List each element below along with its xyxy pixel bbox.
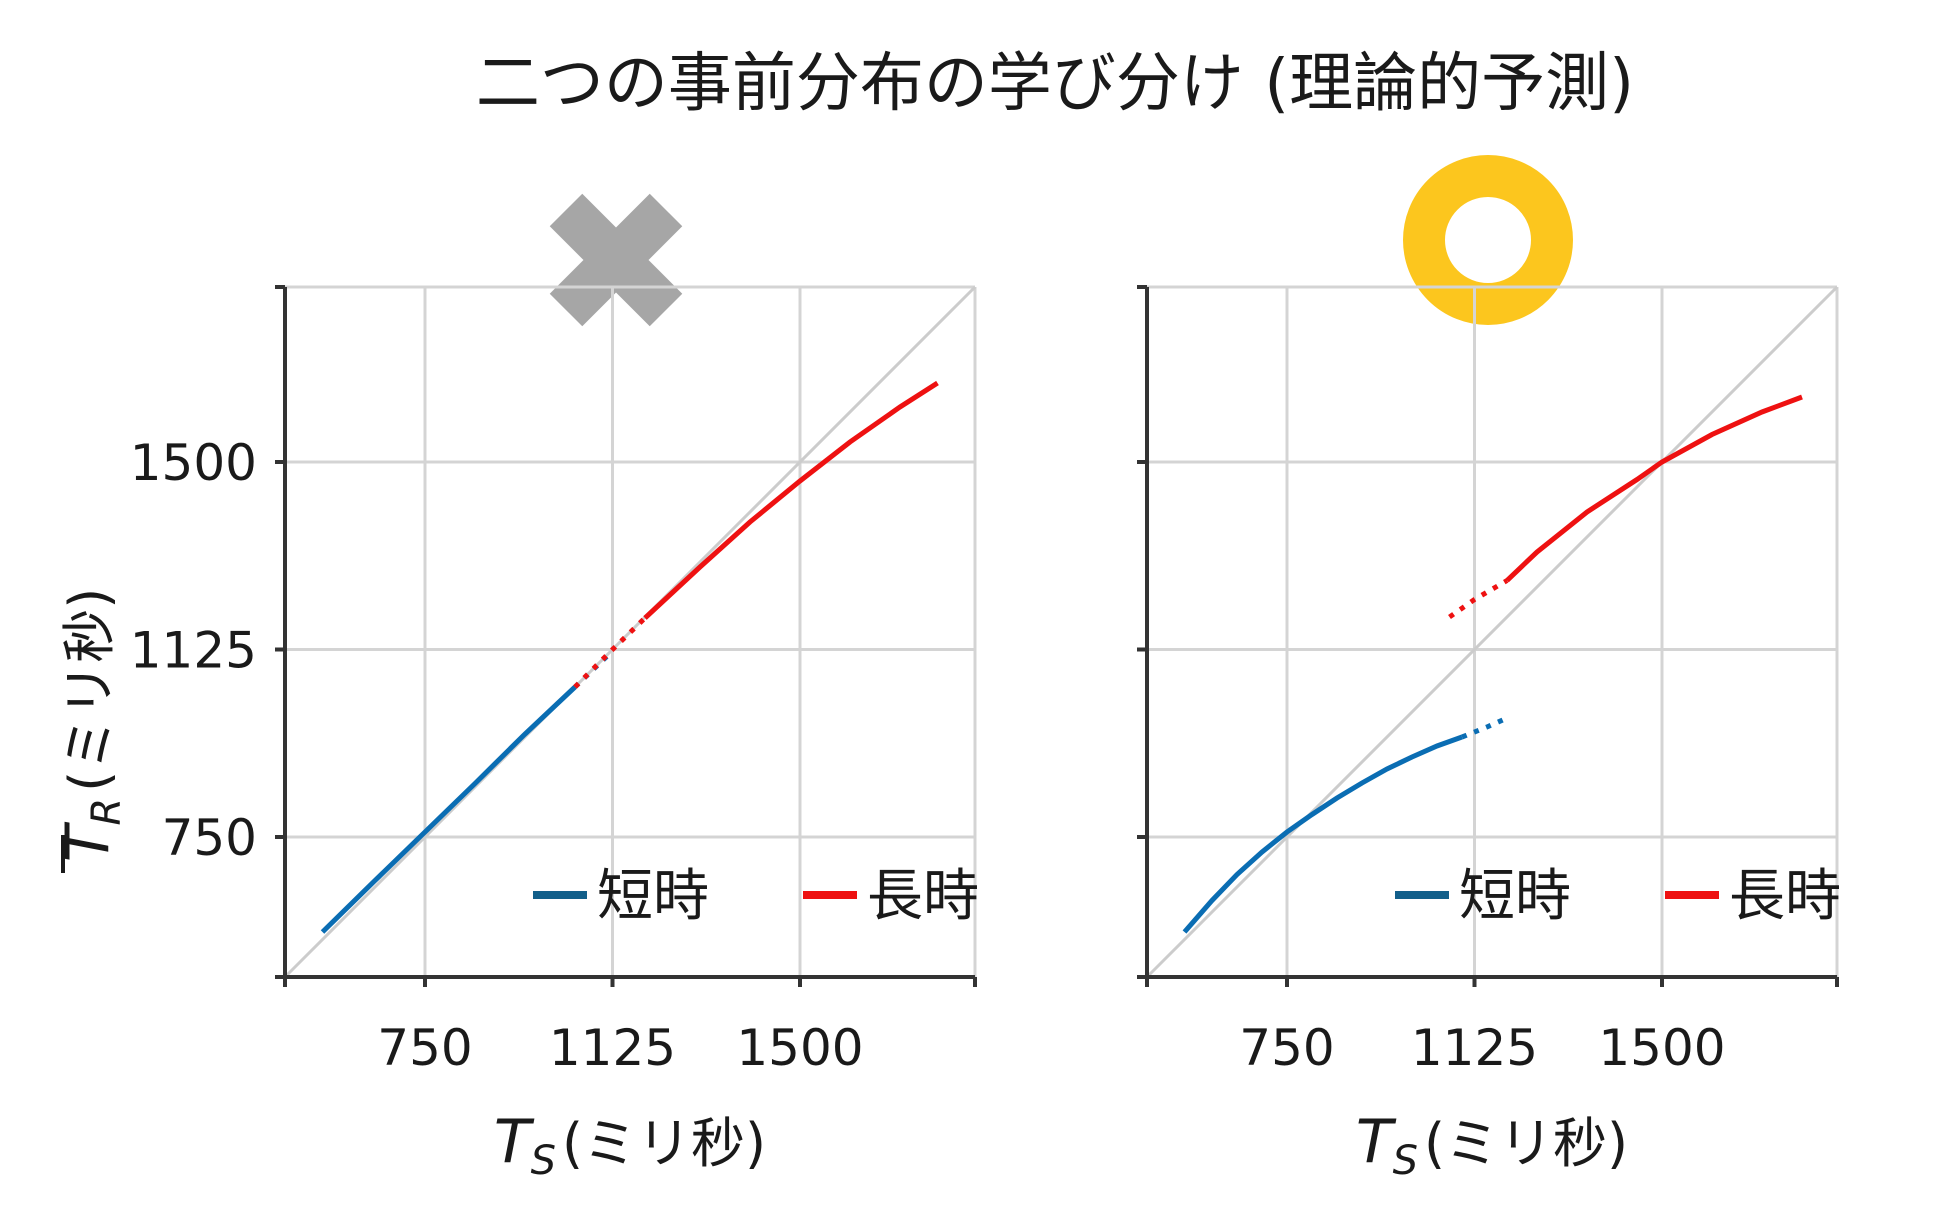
identity-line	[283, 285, 977, 979]
x-tick-label: 1500	[736, 1019, 863, 1077]
y-tick-label: 1125	[130, 622, 257, 680]
x-tick-label: 750	[377, 1019, 472, 1077]
y-axis-label: TR(ミリ秒)	[53, 588, 130, 873]
y-tick-label: 750	[162, 809, 257, 867]
y-axis-subscript: R	[84, 798, 130, 826]
x-tick-label: 1125	[549, 1019, 676, 1077]
series-long-line	[643, 380, 939, 620]
chart-panel-1: 750 1125 1500 750 1125 1500 短時 長時 TS (ミリ秒)	[130, 285, 979, 1184]
series-short-line	[1182, 734, 1463, 934]
legend-label-short: 短時	[597, 864, 709, 929]
series-long-dotted	[573, 616, 647, 689]
legend-label-long: 長時	[867, 864, 979, 929]
identity-line	[1145, 285, 1839, 979]
legend: 短時 長時	[533, 864, 979, 929]
y-axis-unit: (ミリ秒)	[58, 588, 121, 792]
circle-mark-icon	[1403, 155, 1573, 325]
x-axis-subscript: S	[531, 1138, 556, 1184]
chart-title: 二つの事前分布の学び分け (理論的予測)	[476, 47, 1634, 121]
x-tick-label: 1500	[1598, 1019, 1725, 1077]
x-axis-label: TS (ミリ秒)	[1356, 1107, 1628, 1184]
legend-label-short: 短時	[1459, 864, 1571, 929]
x-tick-label: 1125	[1411, 1019, 1538, 1077]
x-axis-unit: (ミリ秒)	[1424, 1112, 1628, 1175]
x-tick-label: 750	[1239, 1019, 1334, 1077]
x-axis-unit: (ミリ秒)	[562, 1112, 766, 1175]
series-long-line	[1505, 394, 1803, 583]
x-axis-label: TS (ミリ秒)	[494, 1107, 766, 1184]
x-axis-variable: T	[494, 1107, 535, 1177]
legend: 短時 長時	[1395, 864, 1841, 929]
series-long-dotted	[1448, 578, 1509, 620]
chart-panel-2: 750 1125 1500 短時 長時 TS (ミリ秒)	[1137, 285, 1841, 1184]
svg-text:TR(ミリ秒): TR(ミリ秒)	[53, 588, 130, 863]
series-short-dotted	[1461, 714, 1511, 740]
legend-label-long: 長時	[1729, 864, 1841, 929]
x-axis-variable: T	[1356, 1107, 1397, 1177]
y-tick-label: 1500	[130, 434, 257, 492]
cross-mark-icon	[549, 193, 683, 327]
series-short-line	[320, 685, 577, 934]
x-axis-subscript: S	[1393, 1138, 1418, 1184]
